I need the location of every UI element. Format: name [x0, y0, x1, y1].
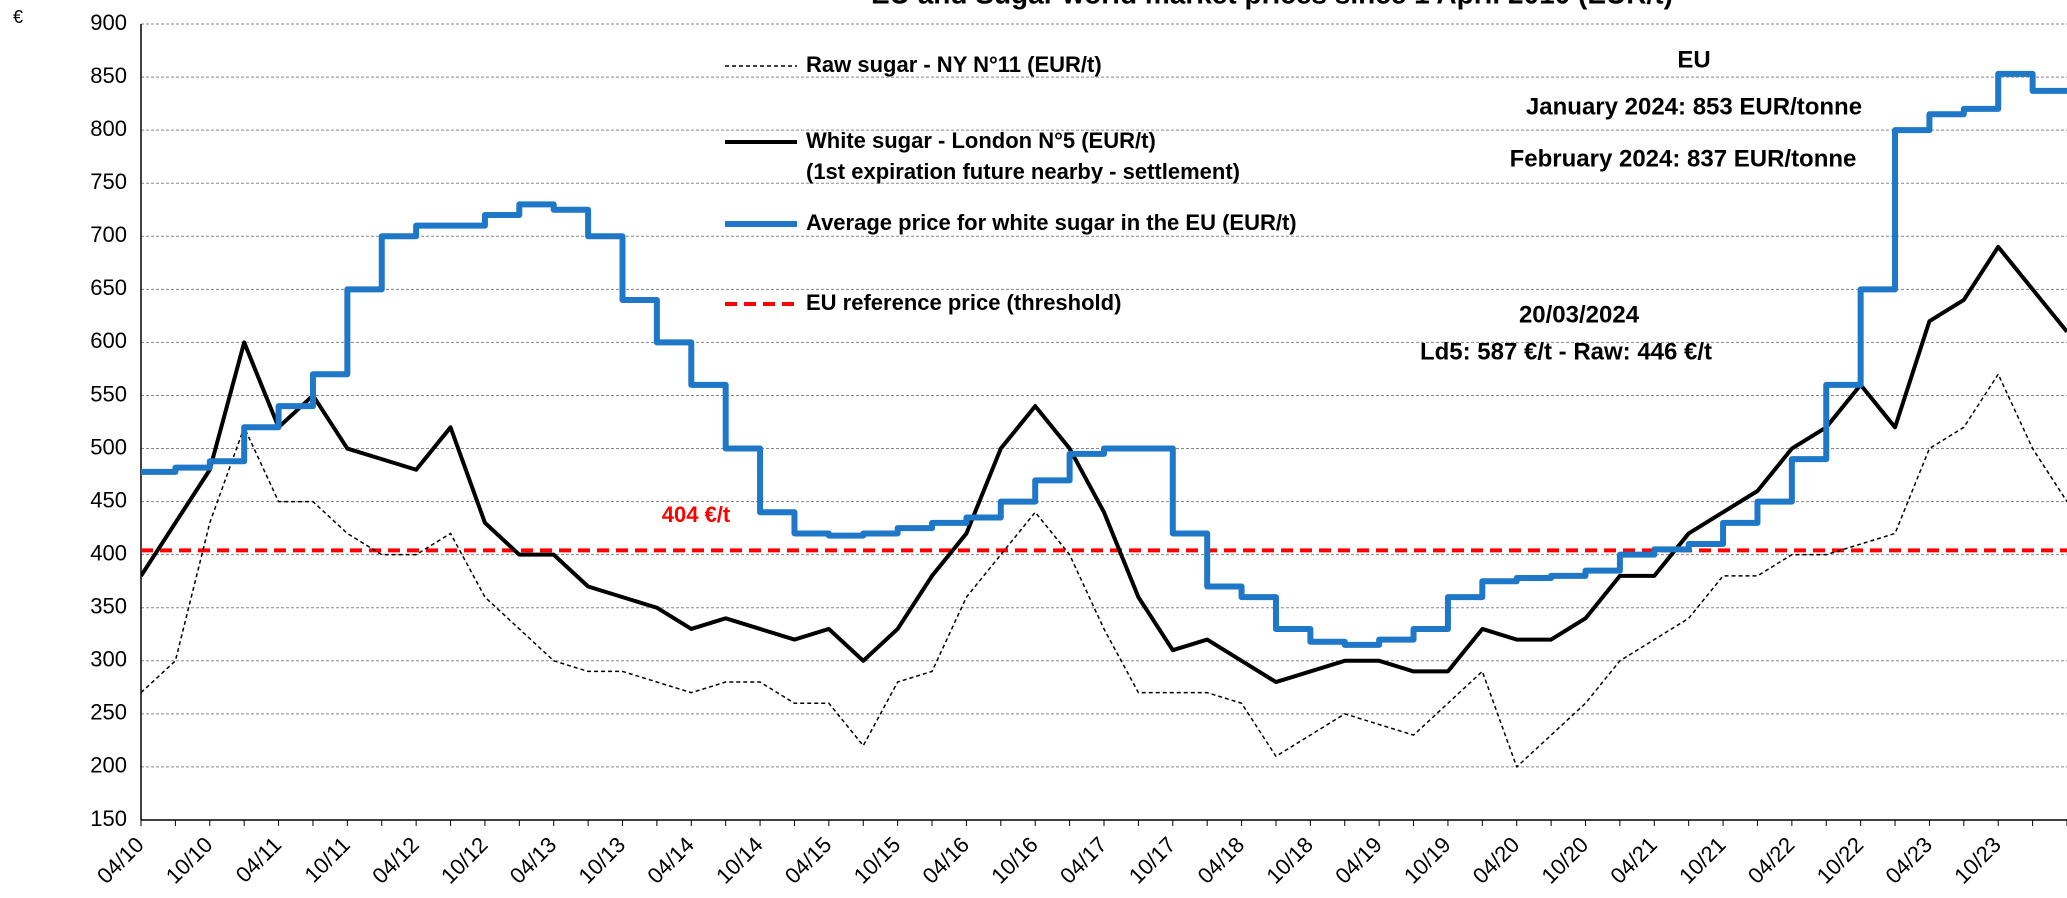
y-tick-label: 350: [90, 594, 127, 619]
legend-label: Average price for white sugar in the EU …: [806, 210, 1297, 235]
x-tick-label: 10/16: [986, 832, 1043, 889]
legend-label: Raw sugar - NY N°11 (EUR/t): [806, 52, 1102, 77]
y-tick-label: 800: [90, 116, 127, 141]
x-tick-label: 10/18: [1261, 832, 1318, 889]
legend-label: (1st expiration future nearby - settleme…: [806, 159, 1240, 184]
x-tick-label: 10/14: [711, 832, 768, 889]
y-tick-label: 550: [90, 381, 127, 406]
x-tick-label: 04/14: [642, 832, 699, 889]
x-tick-label: 04/18: [1193, 832, 1250, 889]
x-tick-label: 04/17: [1055, 832, 1112, 889]
y-tick-label: 200: [90, 753, 127, 778]
chart-title: EU and Sugar world market prices since 1…: [871, 0, 1673, 9]
x-tick-label: 04/10: [92, 832, 149, 889]
x-tick-label: 10/15: [849, 832, 906, 889]
x-tick-label: 10/20: [1537, 832, 1594, 889]
x-tick-label: 04/12: [367, 832, 424, 889]
x-tick-label: 04/15: [780, 832, 837, 889]
x-tick-label: 04/16: [917, 832, 974, 889]
x-tick-label: 04/19: [1330, 832, 1387, 889]
x-tick-label: 10/17: [1124, 832, 1181, 889]
x-tick-label: 10/11: [300, 832, 355, 887]
y-tick-label: 300: [90, 647, 127, 672]
annotation: Ld5: 587 €/t - Raw: 446 €/t: [1420, 338, 1712, 365]
series-line: [141, 70, 2067, 648]
x-tick-label: 10/22: [1812, 832, 1869, 889]
x-tick-label: 04/13: [505, 832, 562, 889]
y-tick-label: 250: [90, 700, 127, 725]
legend-label: White sugar - London N°5 (EUR/t): [806, 128, 1156, 153]
reference-label: 404 €/t: [662, 502, 731, 527]
y-tick-label: 750: [90, 169, 127, 194]
x-tick-label: 10/19: [1399, 832, 1456, 889]
x-tick-label: 04/22: [1743, 832, 1800, 889]
x-tick-label: 04/21: [1605, 832, 1662, 889]
annotation: EU: [1677, 46, 1710, 73]
x-tick-label: 10/21: [1674, 832, 1731, 889]
x-tick-label: 04/11: [231, 832, 286, 887]
y-tick-label: 450: [90, 487, 127, 512]
legend-label: EU reference price (threshold): [806, 290, 1121, 315]
x-tick-label: 10/10: [161, 832, 218, 889]
x-tick-label: 10/13: [574, 832, 631, 889]
y-unit: €: [13, 7, 23, 27]
annotation: January 2024: 853 EUR/tonne: [1526, 93, 1862, 120]
x-tick-label: 04/20: [1468, 832, 1525, 889]
y-tick-label: 900: [90, 10, 127, 35]
y-tick-label: 650: [90, 275, 127, 300]
y-tick-label: 500: [90, 434, 127, 459]
x-tick-label: 10/12: [436, 832, 493, 889]
y-tick-label: 400: [90, 540, 127, 565]
series-line: [141, 244, 2067, 685]
x-tick-label: 10/23: [1949, 832, 2006, 889]
annotation: 20/03/2024: [1519, 301, 1640, 328]
series-line: [141, 373, 2067, 768]
annotation: February 2024: 837 EUR/tonne: [1510, 145, 1857, 172]
x-tick-label: 04/23: [1880, 832, 1937, 889]
y-tick-label: 150: [90, 806, 127, 831]
y-tick-label: 700: [90, 222, 127, 247]
y-tick-label: 600: [90, 328, 127, 353]
y-tick-label: 850: [90, 63, 127, 88]
